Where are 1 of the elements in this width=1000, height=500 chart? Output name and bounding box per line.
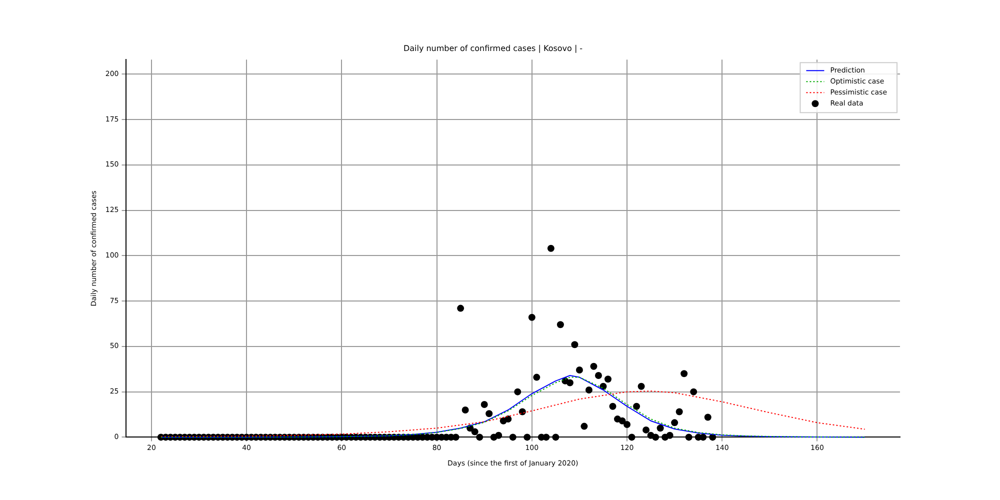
chart-title: Daily number of confirmed cases | Kosovo | -	[403, 44, 583, 53]
